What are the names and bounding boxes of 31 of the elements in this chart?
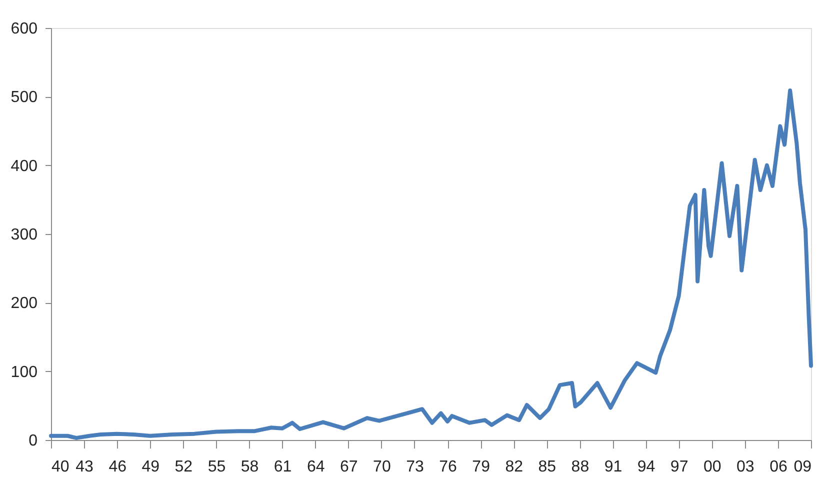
x-tick-label: 06 bbox=[770, 458, 788, 476]
x-tick-label: 58 bbox=[240, 458, 259, 476]
y-tick-label: 0 bbox=[28, 432, 38, 450]
x-tick-label: 09 bbox=[794, 458, 812, 476]
x-tick-label: 46 bbox=[108, 458, 127, 476]
x-tick-label: 03 bbox=[736, 458, 754, 476]
x-tick-label: 43 bbox=[76, 458, 94, 476]
x-tick-label: 97 bbox=[670, 458, 688, 476]
x-tick-label: 61 bbox=[274, 458, 292, 476]
x-tick-label: 55 bbox=[208, 458, 226, 476]
y-tick-label: 600 bbox=[10, 20, 38, 38]
x-tick-label: 91 bbox=[604, 458, 622, 476]
x-tick-label: 00 bbox=[703, 458, 722, 476]
x-tick-label: 73 bbox=[406, 458, 424, 476]
x-tick-label: 88 bbox=[571, 458, 590, 476]
y-tick-label: 500 bbox=[10, 89, 38, 106]
x-tick-label: 67 bbox=[340, 458, 358, 476]
x-tick-label: 49 bbox=[142, 458, 160, 476]
x-tick-label: 85 bbox=[538, 458, 556, 476]
x-tick-label: 76 bbox=[439, 458, 458, 476]
y-tick-label: 200 bbox=[10, 295, 38, 312]
x-tick-label: 52 bbox=[174, 458, 193, 476]
x-tick-label: 40 bbox=[52, 458, 70, 476]
x-tick-label: 94 bbox=[637, 458, 656, 476]
x-tick-label: 82 bbox=[505, 458, 524, 476]
y-tick-label: 100 bbox=[10, 364, 38, 381]
x-tick-label: 79 bbox=[472, 458, 490, 476]
y-tick-label: 400 bbox=[10, 158, 38, 175]
y-tick-label: 300 bbox=[10, 226, 38, 244]
x-tick-label: 64 bbox=[306, 458, 325, 476]
x-tick-label: 70 bbox=[373, 458, 391, 476]
